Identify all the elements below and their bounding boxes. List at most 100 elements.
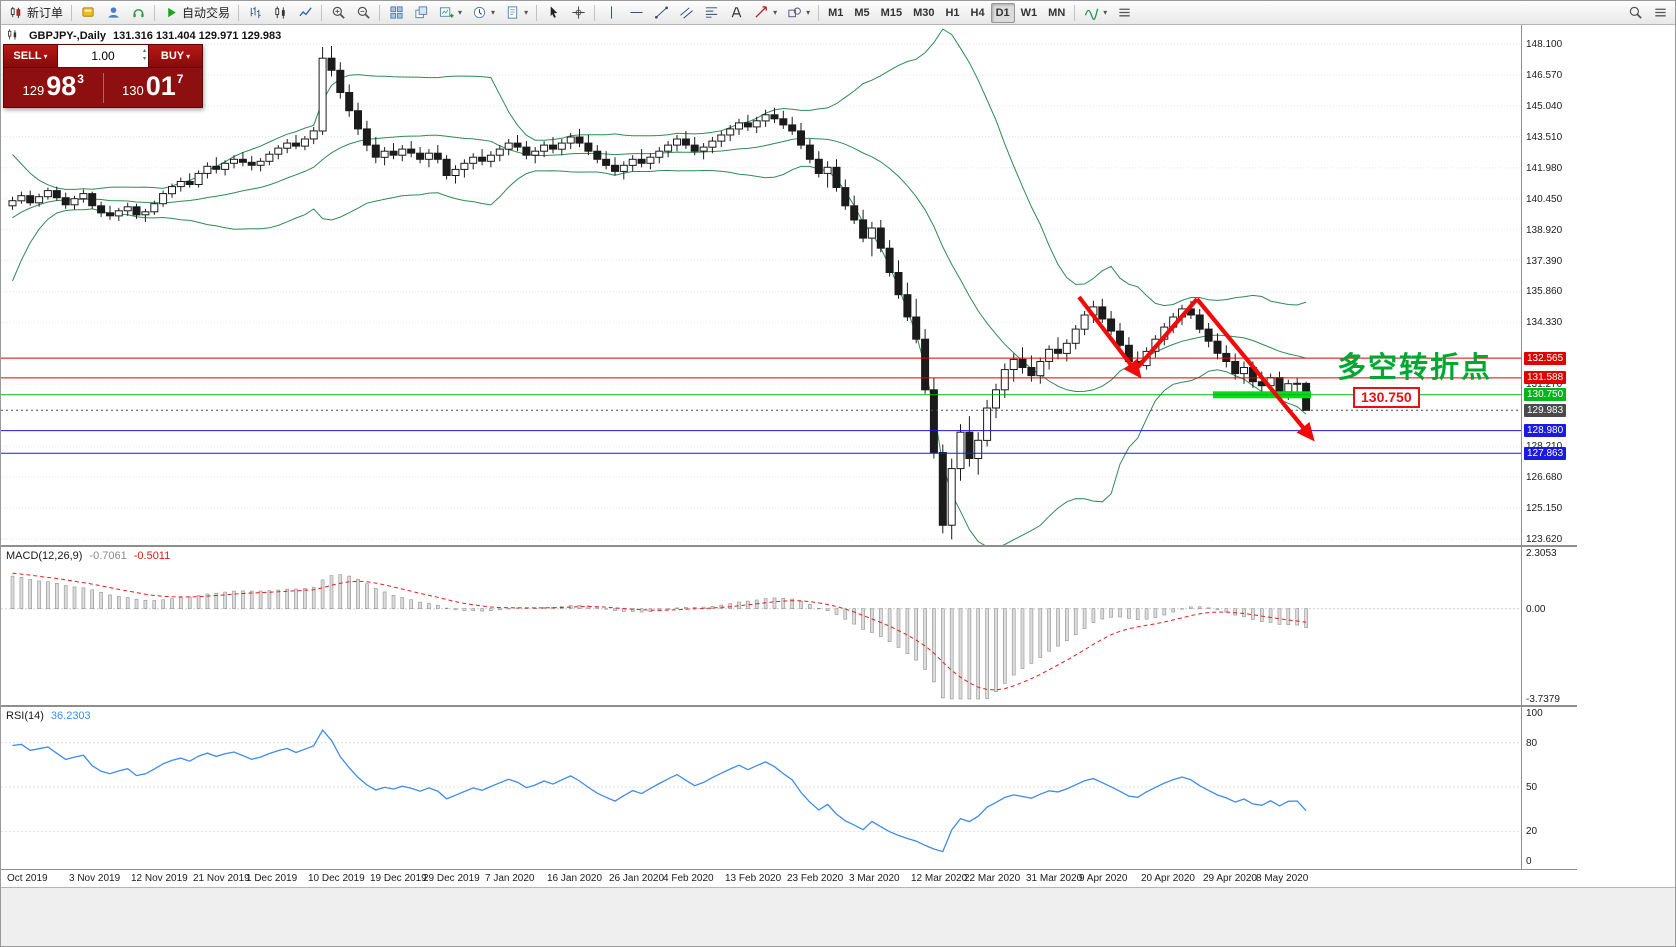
price-axis-label: 146.570 [1526, 70, 1563, 81]
macd-panel[interactable]: 2.3053 0.00 -3.7379 MACD(12,26,9) -0.7061 … [1, 547, 1578, 707]
bar-chart-button[interactable] [243, 2, 267, 24]
zoom-in-button[interactable] [326, 2, 350, 24]
indicators-button[interactable]: ▾ [1079, 2, 1111, 24]
candle-body [992, 389, 1000, 409]
trendline-button[interactable] [649, 2, 673, 24]
cursor-button[interactable] [541, 2, 565, 24]
new-order-button[interactable]: 新订单 [4, 2, 67, 24]
price-tag-label[interactable]: 130.750 [1353, 387, 1420, 408]
profile-button[interactable] [101, 2, 125, 24]
buy-price[interactable]: 130 01 7 [104, 72, 203, 103]
new-chart-button[interactable]: ▾ [434, 2, 466, 24]
mql5-market-button[interactable] [76, 2, 100, 24]
price-axis-label: 140.450 [1526, 194, 1563, 205]
candle-body [1116, 330, 1124, 346]
tile-windows-button[interactable] [384, 2, 408, 24]
candle-body [256, 160, 265, 166]
text-label-button[interactable] [724, 2, 748, 24]
main-chart-panel[interactable]: 148.100 146.570 145.040 143.510 141.980 140.4… [1, 25, 1578, 547]
horizontal-line-button[interactable] [624, 2, 648, 24]
timeframe-button-MN[interactable]: MN [1048, 6, 1066, 19]
sell-button[interactable]: SELL ▾ [4, 45, 57, 67]
timeframe-button-M1[interactable]: M1 [828, 6, 844, 19]
search-button[interactable] [1623, 2, 1647, 24]
chevron-down-icon[interactable]: ▾ [458, 8, 463, 17]
line-chart-button[interactable] [293, 2, 317, 24]
candle-body [221, 162, 230, 170]
toolbar-separator [238, 4, 240, 21]
buy-button-label: BUY [160, 50, 185, 62]
candle-body [185, 181, 194, 185]
candle-body [486, 154, 495, 162]
candle-body [814, 158, 823, 175]
chevron-down-icon[interactable]: ▾ [773, 8, 778, 17]
chevron-down-icon[interactable]: ▾ [524, 8, 529, 17]
chevron-down-icon[interactable]: ▾ [491, 8, 496, 17]
toolbar-options-button[interactable] [1648, 2, 1672, 24]
spinner-down-icon[interactable]: ▾ [142, 56, 146, 62]
zoom-out-button[interactable] [351, 2, 375, 24]
macd-scale[interactable]: 2.3053 0.00 -3.7379 [1521, 547, 1578, 705]
date-label: 12 Mar 2020 [911, 873, 968, 884]
candle-body [947, 468, 956, 526]
rsi-svg [1, 728, 1521, 853]
candle-body [531, 150, 540, 156]
timeframe-button-D1[interactable]: D1 [990, 2, 1015, 23]
buy-options-caret-icon[interactable]: ▾ [186, 51, 191, 61]
candle-body [1009, 358, 1018, 370]
timeframe-button-M5[interactable]: M5 [854, 6, 870, 19]
candle-body [584, 142, 593, 152]
support-button[interactable] [126, 2, 150, 24]
buy-price-small: 130 [122, 82, 144, 98]
timeframe-button-M15[interactable]: M15 [880, 6, 903, 19]
timeframe-button-H1[interactable]: H1 [945, 6, 960, 19]
toolbar-separator [536, 4, 538, 21]
arrow-tools-button[interactable]: ▾ [749, 2, 781, 24]
main-chart-svg[interactable] [1, 25, 1521, 545]
price-scale[interactable]: 148.100 146.570 145.040 143.510 141.980 140.4… [1521, 25, 1578, 545]
sell-price[interactable]: 129 98 3 [4, 72, 103, 103]
right-margin [1577, 25, 1675, 887]
shapes-icon [786, 5, 802, 21]
rsi-panel[interactable]: 100 80 50 20 0 RSI(14) 36.2303 [1, 707, 1578, 869]
candlestick-chart-button[interactable] [268, 2, 292, 24]
profiles-button[interactable]: ▾ [467, 2, 499, 24]
date-label: 26 Jan 2020 [609, 873, 665, 884]
timeframe-button-M30[interactable]: M30 [913, 6, 935, 19]
autotrade-button[interactable]: 自动交易 [159, 2, 234, 24]
trend-arrow-segment[interactable] [1195, 297, 1315, 442]
objects-list-button[interactable] [1112, 2, 1136, 24]
sell-options-caret-icon[interactable]: ▾ [43, 51, 48, 61]
time-scale[interactable]: Oct 2019 3 Nov 2019 12 Nov 2019 21 Nov 2019… [1, 869, 1577, 887]
gold-box-icon [80, 5, 96, 21]
timeframe-button-W1[interactable]: W1 [1020, 6, 1038, 19]
chevron-down-icon[interactable]: ▾ [806, 8, 811, 17]
fibonacci-button[interactable] [699, 2, 723, 24]
candle-body [1222, 352, 1231, 362]
trend-arrow-segment[interactable] [1136, 297, 1199, 369]
volume-value: 1.00 [91, 49, 115, 63]
date-label: 3 Nov 2019 [69, 873, 121, 884]
candle-body [123, 206, 132, 212]
trend-arrow-segment[interactable] [1077, 295, 1142, 379]
timeframe-button-H4[interactable]: H4 [970, 6, 985, 19]
macd-signal-line [12, 572, 1307, 691]
shapes-button[interactable]: ▾ [782, 2, 814, 24]
candle-body [114, 210, 123, 217]
spinner-up-icon[interactable]: ▴ [142, 48, 146, 54]
volume-spinner[interactable]: ▴ ▾ [143, 47, 146, 63]
vertical-line-button[interactable] [599, 2, 623, 24]
turning-point-annotation[interactable]: 多空转折点 [1337, 352, 1493, 384]
buy-button[interactable]: BUY ▾ [149, 45, 202, 67]
templates-button[interactable]: ▾ [500, 2, 532, 24]
candle-body [407, 148, 416, 154]
rsi-value: 36.2303 [50, 710, 91, 722]
rsi-scale[interactable]: 100 80 50 20 0 [1521, 707, 1578, 869]
cascade-windows-button[interactable] [409, 2, 433, 24]
volume-field[interactable]: 1.00 ▴ ▾ [57, 45, 149, 67]
candle-body [159, 193, 168, 205]
crosshair-button[interactable] [566, 2, 590, 24]
equidistant-channel-button[interactable] [674, 2, 698, 24]
candle-body [628, 158, 637, 166]
chevron-down-icon[interactable]: ▾ [1103, 8, 1108, 17]
